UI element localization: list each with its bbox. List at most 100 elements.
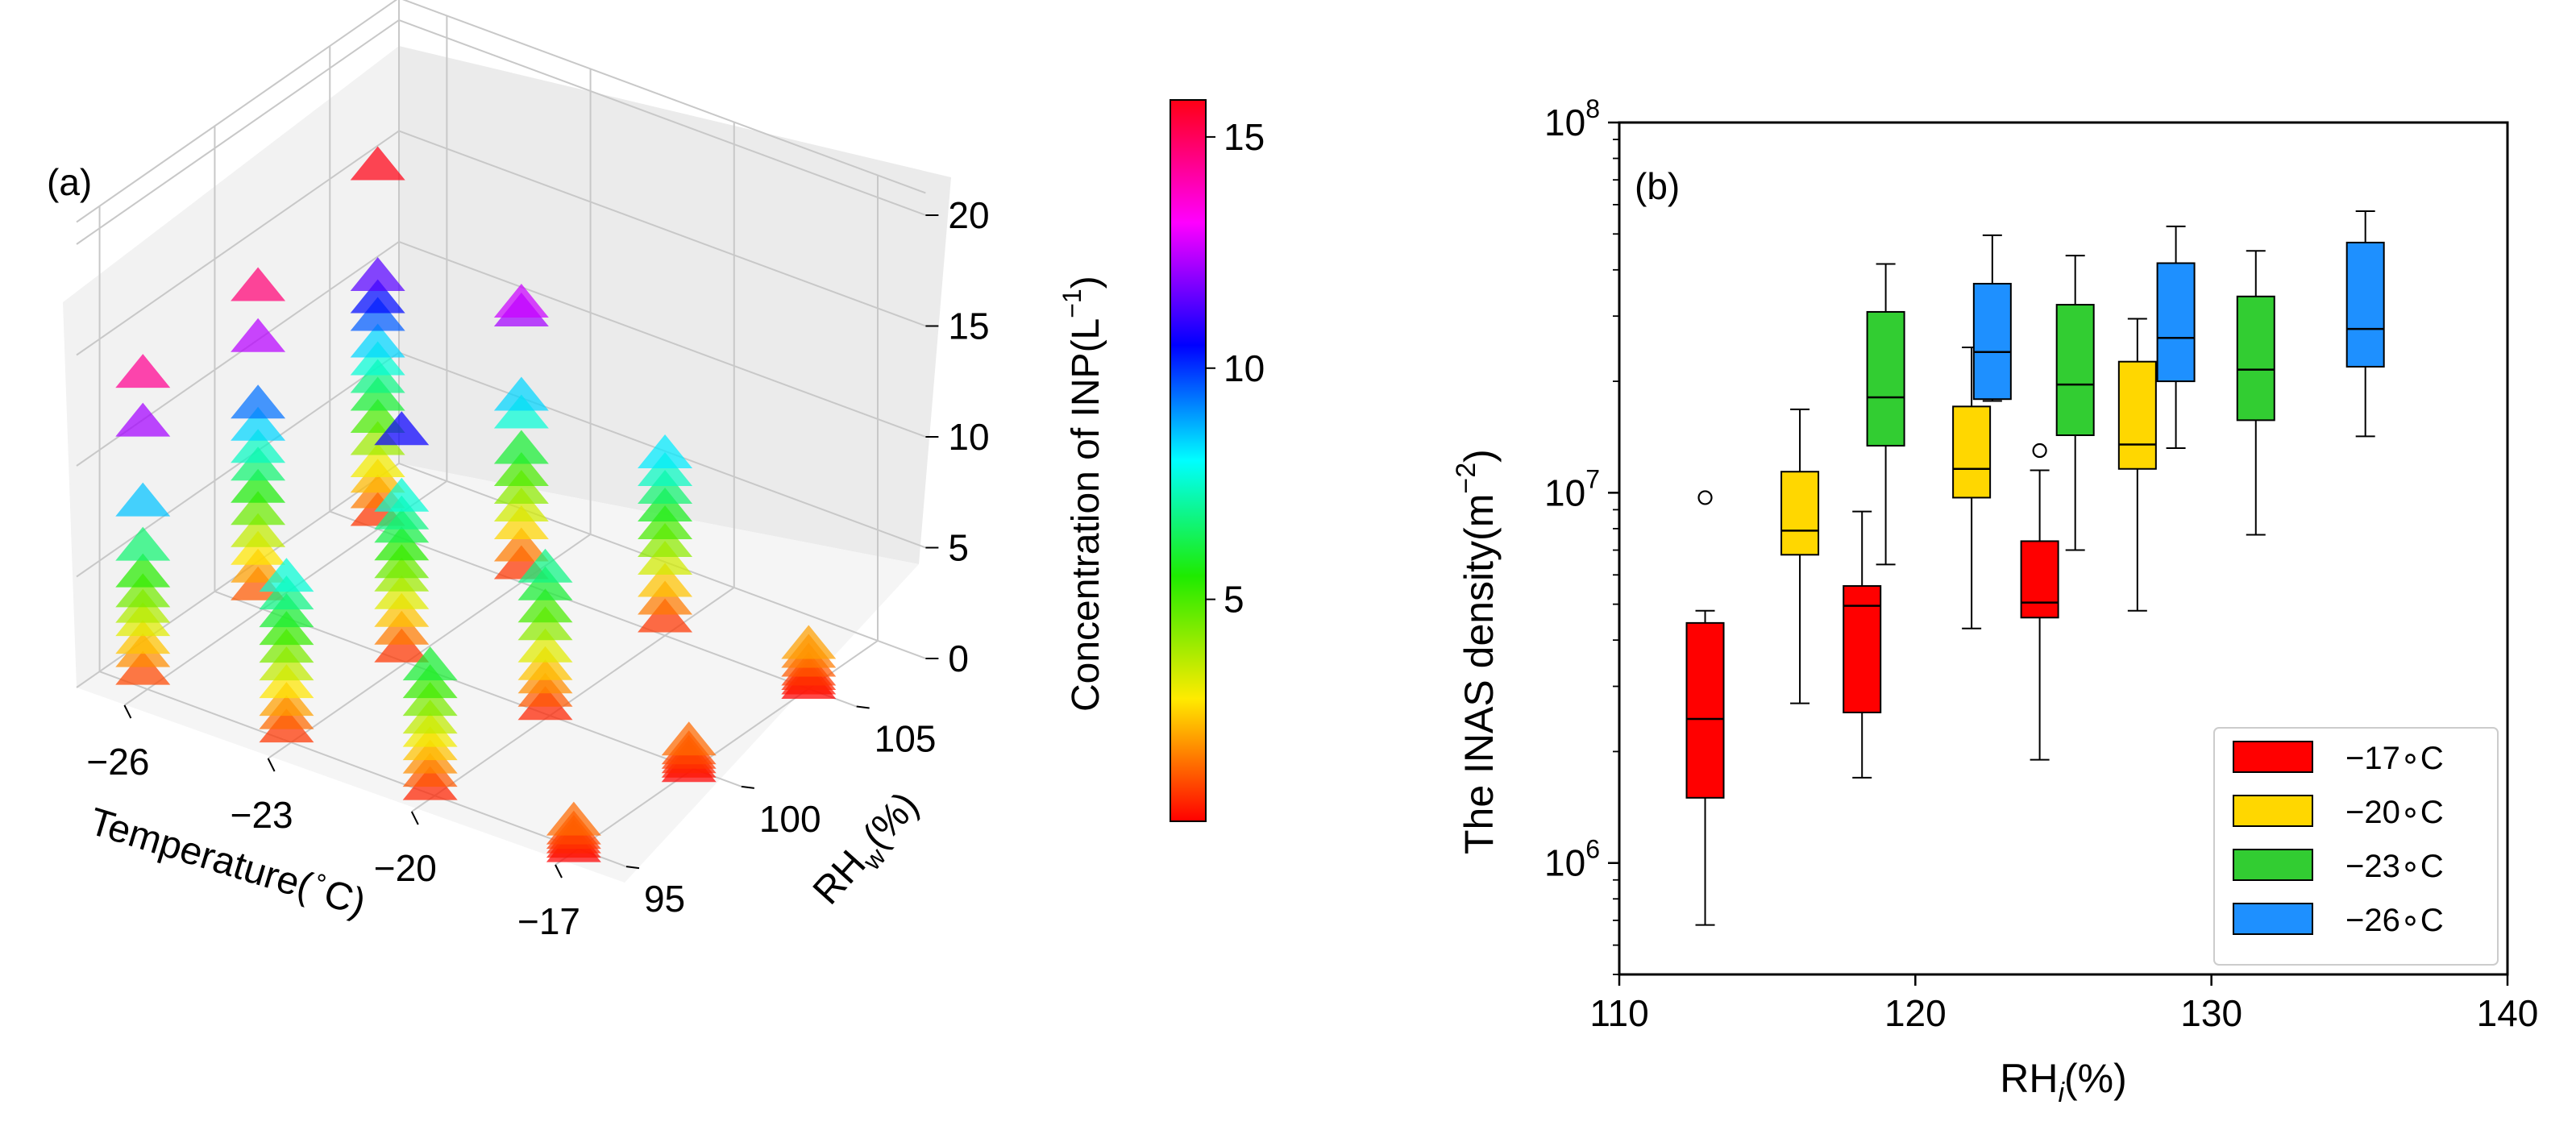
box-−23∘C — [2055, 255, 2095, 551]
y-tick-label: 95 — [644, 878, 685, 920]
y-axis-label: RHw(%) — [805, 784, 932, 917]
back-grid-z — [398, 19, 926, 216]
inp-triangle-marker — [402, 664, 458, 699]
inp-triangle-marker — [493, 430, 549, 464]
inp-triangle-marker — [231, 566, 286, 600]
inp-triangle-marker — [374, 544, 430, 579]
inp-triangle-marker — [374, 575, 430, 609]
inp-triangle-marker — [115, 482, 171, 517]
inp-triangle-marker — [231, 447, 286, 481]
inp-triangle-marker — [493, 488, 549, 522]
inp-triangle-marker — [259, 664, 314, 699]
box-iqr — [1972, 282, 2012, 401]
inp-triangle-marker — [231, 530, 286, 565]
left-grid-z — [76, 19, 400, 245]
legend-swatch — [2233, 795, 2313, 827]
inp-triangle-marker — [517, 566, 573, 600]
inp-triangle-marker — [231, 548, 286, 583]
y-tick-label-b: 107 — [1544, 464, 1600, 513]
box-iqr — [2020, 540, 2059, 619]
back-grid-z — [398, 130, 926, 327]
plot-frame — [1618, 121, 2509, 976]
inp-triangle-marker — [350, 279, 405, 314]
x-tick-label-b: 140 — [2477, 992, 2539, 1034]
inp-triangle-marker — [517, 588, 573, 623]
inp-triangle-marker — [350, 341, 405, 376]
box-−26∘C — [1972, 234, 2012, 402]
box-−26∘C — [2156, 225, 2196, 449]
inp-triangle-marker — [374, 526, 430, 561]
box-iqr — [2236, 295, 2275, 422]
colorbar-rect — [1170, 99, 1207, 822]
scatter-points — [115, 146, 837, 862]
inp-triangle-marker — [115, 650, 171, 685]
y-tick — [625, 866, 640, 870]
inp-triangle-marker — [374, 592, 430, 627]
inp-triangle-marker — [517, 548, 573, 583]
inp-triangle-marker — [231, 384, 286, 419]
box-−20∘C — [1952, 346, 1992, 629]
inp-triangle-marker — [402, 646, 458, 681]
box-series — [1685, 210, 2385, 926]
inp-triangle-marker — [115, 402, 171, 437]
inp-triangle-marker — [115, 573, 171, 608]
inp-triangle-marker — [259, 611, 314, 646]
inp-triangle-marker — [231, 468, 286, 503]
box-−23∘C — [1866, 263, 1905, 566]
panel-a-3d-scatter: −26 −23 −20 −17 95 100 105 0 5 10 15 20 (a) Tempera… — [47, 0, 1107, 942]
x-tick-label: −17 — [517, 900, 580, 942]
inp-triangle-marker — [350, 257, 405, 292]
y-tick — [856, 705, 870, 709]
inp-triangle-marker — [350, 421, 405, 455]
inp-triangle-marker — [350, 323, 405, 358]
inp-triangle-marker — [374, 411, 430, 446]
y-tick-label: 105 — [875, 718, 937, 760]
box-iqr — [1780, 471, 1820, 556]
inp-triangle-marker — [517, 646, 573, 680]
inp-triangle-marker — [638, 523, 693, 558]
x-tick-label-b: 120 — [1884, 992, 1947, 1034]
box-iqr — [1685, 621, 1725, 799]
x-tick-label-b: 130 — [2180, 992, 2242, 1034]
inp-triangle-marker — [638, 580, 693, 615]
inp-triangle-marker — [231, 267, 286, 301]
inp-triangle-marker — [350, 443, 405, 478]
legend-swatch — [2233, 849, 2313, 881]
inp-triangle-marker — [115, 620, 171, 654]
x-tick-label: −20 — [374, 847, 437, 889]
inp-triangle-marker — [638, 434, 693, 469]
x-tick — [123, 704, 132, 719]
legend-swatch — [2233, 903, 2313, 935]
legend-swatch — [2233, 741, 2313, 773]
x-tick — [410, 811, 419, 825]
pane-edge — [76, 0, 398, 223]
inp-triangle-marker — [259, 646, 314, 681]
back-pane — [399, 46, 951, 564]
inp-triangle-marker — [402, 682, 458, 717]
colorbar-tick-label: 10 — [1224, 347, 1265, 389]
legend-label: −26∘C — [2345, 903, 2444, 938]
inp-triangle-marker — [638, 488, 693, 522]
inp-triangle-marker — [517, 606, 573, 641]
colorbar: 5 10 15 — [1170, 99, 1265, 822]
inp-triangle-marker — [638, 541, 693, 575]
inp-triangle-marker — [115, 526, 171, 561]
y-tick-label: 100 — [759, 798, 821, 840]
inp-triangle-marker — [231, 513, 286, 547]
box-−20∘C — [1780, 408, 1820, 704]
box-−20∘C — [2117, 318, 2157, 612]
inp-triangle-marker — [115, 354, 171, 388]
inp-triangle-marker — [231, 406, 286, 441]
inp-triangle-marker — [374, 610, 430, 645]
y-tick-label-b: 106 — [1544, 835, 1600, 884]
box-iqr — [1843, 585, 1882, 713]
x-tick-label: −26 — [86, 741, 149, 783]
z-axis-label: Concentration of INP(L−1) — [1057, 276, 1107, 712]
inp-triangle-marker — [493, 470, 549, 505]
inp-triangle-marker — [493, 394, 549, 429]
legend-label: −23∘C — [2345, 849, 2444, 884]
z-tick-label: 10 — [948, 416, 989, 458]
inp-triangle-marker — [259, 682, 314, 717]
inp-triangle-marker — [661, 721, 717, 756]
